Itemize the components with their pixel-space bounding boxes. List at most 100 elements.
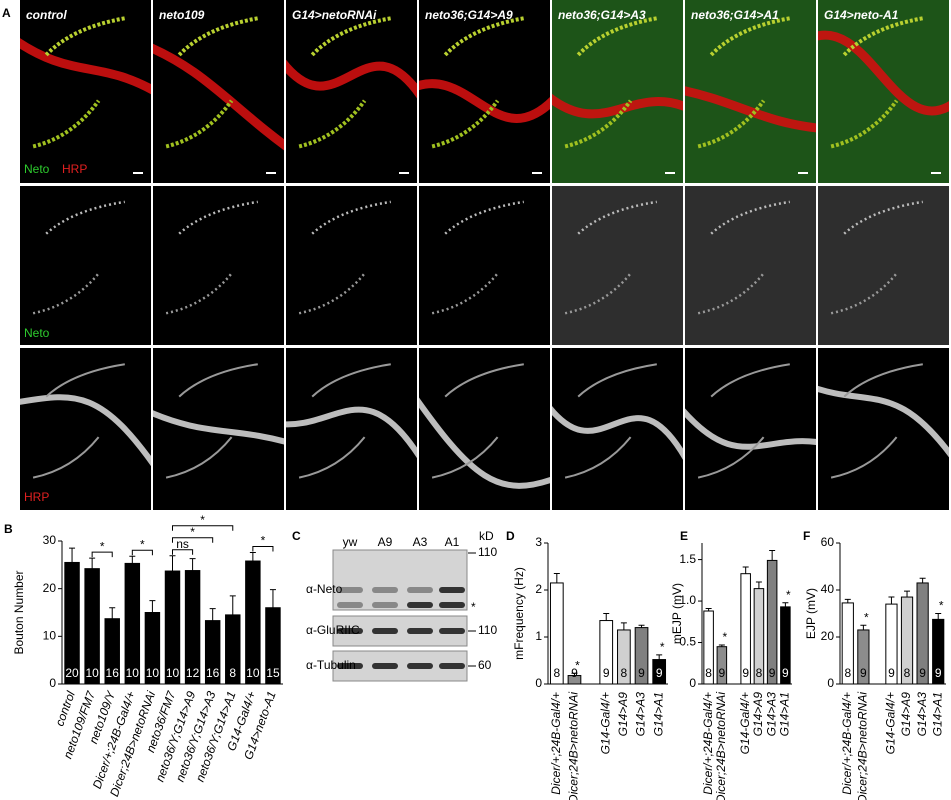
- x-tick-label: G14>A1: [651, 692, 665, 736]
- y-tick-label: 0: [689, 676, 696, 690]
- nerve: [685, 86, 816, 133]
- x-tick-label: Dicer/+;24B-Gal4/+: [840, 692, 854, 795]
- blot-band: [372, 587, 398, 593]
- boutons: [830, 272, 898, 315]
- nerve: [286, 59, 417, 99]
- error-bar: [782, 602, 789, 607]
- x-tick-label: G14>A1: [930, 692, 944, 736]
- boutons: [431, 99, 500, 149]
- error-bar: [705, 608, 712, 612]
- nerve: [830, 436, 898, 479]
- micrograph-content: [818, 16, 949, 174]
- overlay-label: Neto: [24, 162, 50, 176]
- error-bar: [229, 595, 236, 615]
- boutons: [564, 99, 633, 149]
- n-label: 9: [935, 666, 942, 680]
- boutons: [830, 99, 899, 149]
- micrograph-content: [697, 200, 790, 315]
- micrograph-content: [32, 200, 125, 315]
- n-label: 10: [146, 666, 160, 680]
- significance: *: [261, 534, 266, 548]
- nerve: [45, 363, 125, 398]
- n-label: 10: [126, 666, 140, 680]
- boutons: [32, 272, 100, 315]
- column-label: neto36;G14>A9: [425, 8, 513, 22]
- n-label: 9: [919, 666, 926, 680]
- n-label: 10: [246, 666, 260, 680]
- nerve: [311, 363, 391, 398]
- nerve: [552, 93, 683, 119]
- nerve: [431, 436, 499, 479]
- micrograph-content: [20, 16, 151, 174]
- x-tick-label: G14>A9: [751, 692, 765, 737]
- n-label: 16: [106, 666, 120, 680]
- micrograph: [20, 348, 151, 510]
- boutons: [311, 200, 391, 235]
- y-tick-label: 0.5: [679, 635, 696, 649]
- boutons: [443, 16, 525, 57]
- significance: *: [939, 599, 944, 613]
- error-bar: [755, 581, 762, 589]
- nerve: [710, 363, 790, 398]
- blot-band: [407, 587, 433, 593]
- micrograph-content: [685, 363, 816, 479]
- micrograph-content: [419, 16, 550, 174]
- blot-band: [439, 663, 465, 669]
- n-label: 10: [85, 666, 99, 680]
- boutons: [564, 272, 632, 315]
- blot-band: [372, 628, 398, 634]
- y-tick-label: 30: [43, 533, 57, 547]
- error-bar: [553, 573, 560, 583]
- error-bar: [742, 566, 749, 574]
- n-label: 16: [206, 666, 220, 680]
- error-bar: [89, 557, 96, 569]
- column-label: neto109: [159, 8, 205, 22]
- blot-band: [337, 602, 363, 608]
- n-label: 8: [904, 666, 911, 680]
- panel-label: C: [292, 529, 301, 543]
- n-label: 8: [844, 666, 851, 680]
- significance: *: [723, 630, 728, 644]
- x-tick-label: Dicer/+;24B-Gal4/+: [549, 692, 563, 795]
- lane-label: A9: [378, 535, 393, 549]
- lane-label: yw: [343, 535, 358, 549]
- x-tick-label: G14>A1: [778, 692, 792, 736]
- row-label: Neto: [24, 326, 50, 340]
- n-label: 15: [266, 666, 280, 680]
- error-bar: [656, 654, 663, 660]
- nerve: [552, 405, 683, 461]
- n-label: 9: [603, 666, 610, 680]
- nerve: [419, 397, 550, 489]
- blot-band: [337, 663, 363, 669]
- x-tick-label: G14>A9: [899, 692, 913, 737]
- error-bar: [571, 672, 578, 676]
- nerve: [843, 363, 923, 398]
- panel-label: B: [4, 522, 13, 536]
- boutons: [444, 200, 524, 235]
- blot-band: [439, 587, 465, 593]
- y-tick-label: 3: [535, 535, 542, 549]
- error-bar: [620, 622, 627, 630]
- boutons: [32, 99, 101, 149]
- blot-band: [407, 628, 433, 634]
- boutons: [710, 200, 790, 235]
- x-tick-label: G14-Gal4/+: [598, 692, 612, 754]
- blot-band: [372, 663, 398, 669]
- boutons: [165, 99, 234, 149]
- y-tick-label: 60: [821, 535, 835, 549]
- significance-bracket: [172, 525, 234, 531]
- column-label: neto36;G14>A3: [558, 8, 646, 22]
- y-tick-label: 1.0: [679, 593, 696, 607]
- x-tick-label: G14>A9: [616, 692, 630, 737]
- y-tick-label: 0: [49, 676, 56, 690]
- micrograph-content: [685, 16, 816, 174]
- band-note: *: [471, 600, 476, 614]
- nerve: [153, 410, 284, 445]
- error-bar: [860, 624, 867, 630]
- boutons: [310, 16, 392, 57]
- error-bar: [189, 558, 196, 571]
- n-label: 20: [65, 666, 79, 680]
- significance-bracket: [131, 549, 153, 556]
